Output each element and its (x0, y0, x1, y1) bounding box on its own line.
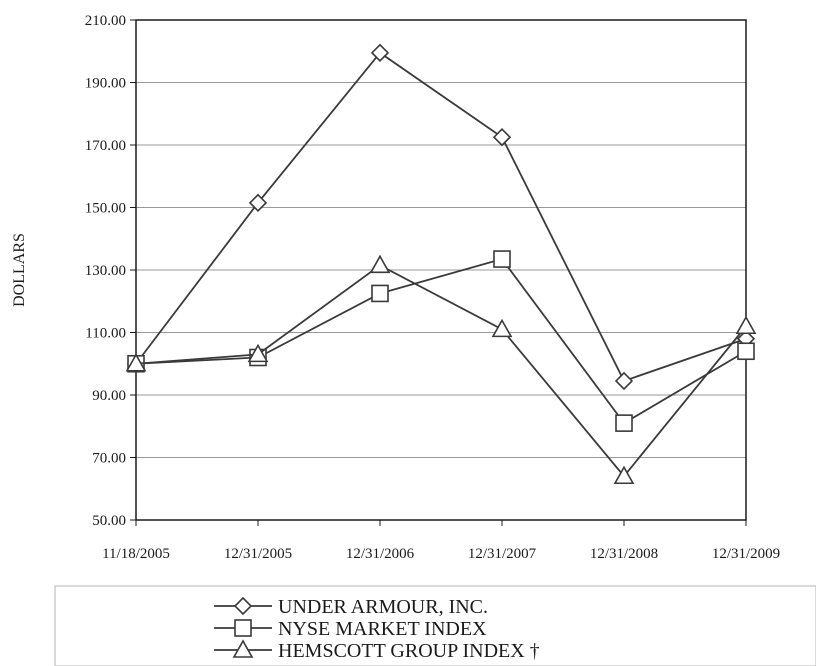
data-point-0-3 (492, 128, 512, 147)
data-point-0-1 (248, 193, 268, 212)
y-axis-ticks: 50.00 70.00 90.00 110.00 130.00 150.00 170.00 1… (85, 13, 136, 529)
legend-label-2: HEMSCOTT GROUP INDEX † (278, 640, 540, 662)
legend-label-1: NYSE MARKET INDEX (278, 618, 487, 640)
data-point-1-4 (615, 414, 633, 432)
series-line-2 (135, 264, 747, 478)
y-tick-label-5: 150.00 (85, 201, 126, 217)
legend-box (54, 585, 816, 666)
legend-marker-2 (232, 639, 254, 658)
y-tick-label-0: 50.00 (92, 513, 126, 529)
legend-marker-1 (234, 619, 252, 637)
y-tick-label-4: 130.00 (85, 263, 126, 279)
legend-label-0: UNDER ARMOUR, INC. (278, 596, 488, 618)
data-point-2-0 (125, 353, 147, 372)
legend-item-2: HEMSCOTT GROUP INDEX † (214, 639, 540, 662)
y-tick-label-3: 110.00 (85, 326, 126, 342)
y-tick-label-6: 170.00 (85, 138, 126, 154)
x-tick-label-3: 12/31/2007 (468, 546, 537, 562)
data-point-1-2 (371, 284, 389, 303)
series-line-0 (135, 51, 747, 383)
y-tick-label-7: 190.00 (85, 76, 126, 92)
series-1 (127, 250, 755, 432)
x-tick-label-1: 12/31/2005 (224, 546, 292, 562)
data-point-2-4 (613, 465, 635, 485)
y-tick-label-8: 210.00 (85, 13, 126, 29)
data-point-1-5 (737, 342, 755, 361)
series-lines (125, 43, 757, 485)
x-tick-label-5: 12/31/2009 (712, 546, 780, 562)
legend-item-1: NYSE MARKET INDEX (214, 618, 487, 640)
legend-item-0: UNDER ARMOUR, INC. (214, 596, 488, 618)
y-tick-label-1: 70.00 (92, 451, 126, 467)
data-point-0-4 (614, 371, 634, 391)
x-axis-ticks: 11/18/2005 12/31/2005 12/31/2006 12/31/2007… (102, 520, 780, 562)
y-tick-label-2: 90.00 (92, 388, 126, 404)
x-tick-label-0: 11/18/2005 (102, 546, 170, 562)
legend: UNDER ARMOUR, INC.NYSE MARKET INDEXHEMSC… (214, 596, 540, 662)
x-tick-label-2: 12/31/2006 (346, 546, 415, 562)
series-line-1 (135, 258, 747, 425)
data-point-2-5 (735, 315, 757, 335)
series-0 (126, 43, 756, 391)
legend-marker-0 (233, 596, 253, 616)
gridlines (136, 82, 746, 458)
data-point-0-2 (370, 43, 390, 62)
data-point-2-2 (369, 254, 391, 274)
data-point-1-3 (493, 250, 511, 268)
data-point-2-3 (491, 318, 513, 338)
x-tick-label-4: 12/31/2008 (590, 546, 658, 562)
data-point-2-1 (247, 343, 269, 363)
series-2 (125, 254, 757, 485)
y-axis-title: DOLLARS (11, 233, 28, 307)
